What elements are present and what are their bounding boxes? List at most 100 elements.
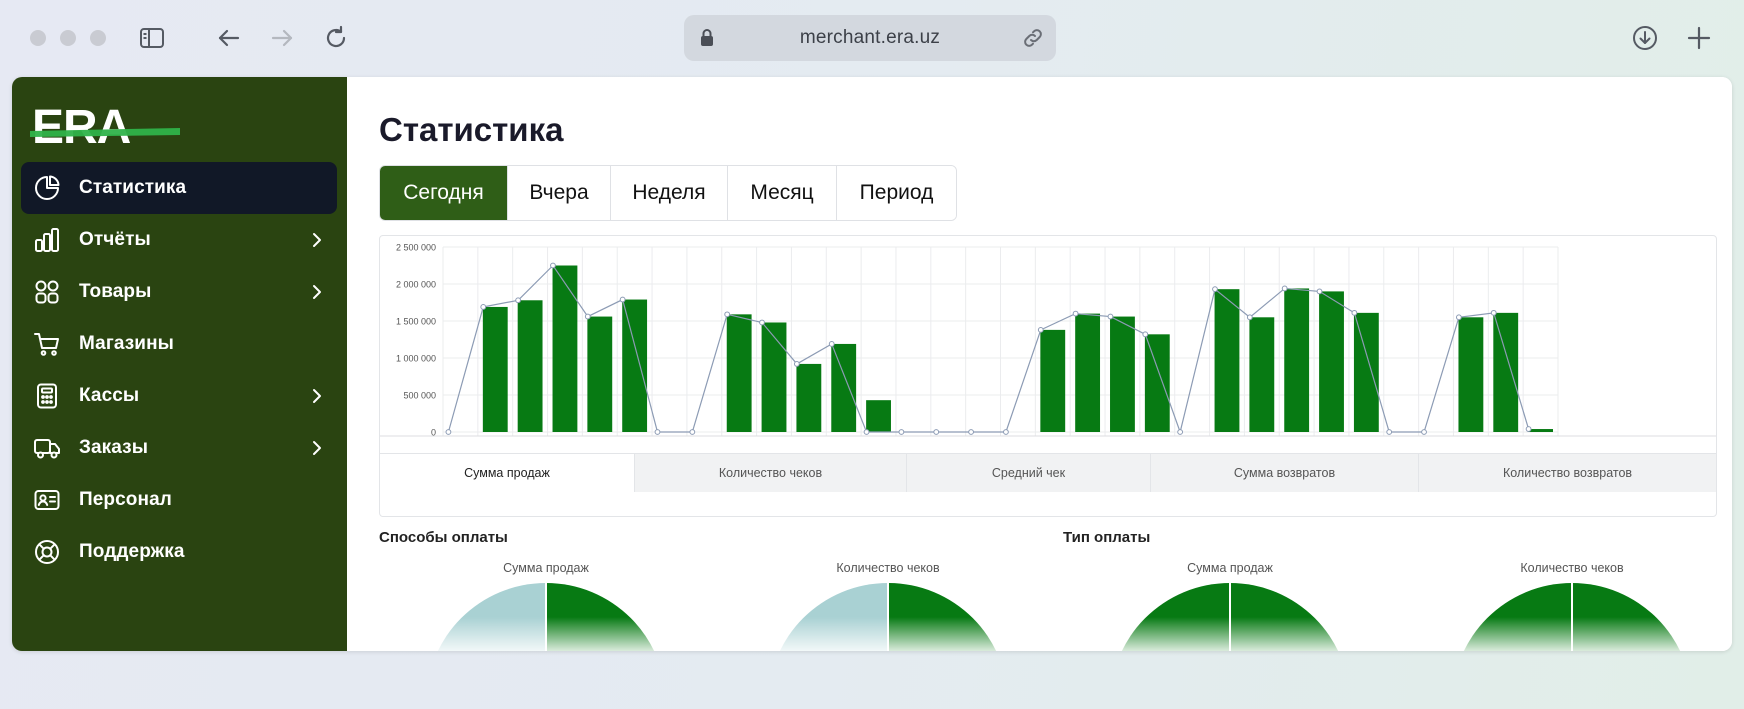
sidebar-item-orders[interactable]: Заказы [21, 422, 337, 474]
forward-arrow-icon[interactable] [266, 22, 298, 54]
chart-point [515, 297, 522, 304]
chart-point [1421, 429, 1427, 435]
page-title: Статистика [379, 111, 564, 148]
pie-slice [546, 583, 655, 651]
window-zoom-button[interactable] [90, 30, 106, 46]
y-tick-label: 500 000 [403, 391, 436, 401]
chart-bar [831, 343, 857, 432]
y-tick-label: 1 000 000 [396, 354, 436, 364]
era-logo: ERA [30, 101, 180, 151]
chevron-right-icon [307, 230, 327, 250]
tab-returns-count[interactable]: Количество возвратов [1419, 454, 1716, 492]
link-icon[interactable] [1022, 27, 1044, 49]
payment-type-receipts-pie [1463, 583, 1681, 651]
chart-bar [1284, 288, 1310, 432]
main-content: Статистика Сегодня Вчера Неделя Месяц Пе… [347, 77, 1732, 651]
logo-text: ERA [32, 101, 131, 151]
window-minimize-button[interactable] [60, 30, 76, 46]
chart-bar [1458, 317, 1484, 432]
chart-bar [622, 299, 648, 432]
chart-bar [726, 314, 752, 432]
chart-bar [1528, 429, 1553, 432]
sidebar-item-statistics[interactable]: Статистика [21, 162, 337, 214]
chart-point [933, 429, 940, 435]
sidebar-item-reports[interactable]: Отчёты [21, 214, 337, 266]
reload-icon[interactable] [320, 22, 352, 54]
sidebar: ERA Статистика Отчёты Товары Магазины Кассы З… [12, 77, 347, 651]
window-close-button[interactable] [30, 30, 46, 46]
chart-point [1455, 314, 1462, 321]
chart-bar [1144, 334, 1170, 432]
tab-today[interactable]: Сегодня [380, 166, 508, 220]
pie-slice [1121, 583, 1230, 651]
tab-average-receipt[interactable]: Средний чек [907, 454, 1151, 492]
sidebar-item-label: Кассы [79, 385, 140, 406]
sidebar-item-staff[interactable]: Персонал [21, 474, 337, 526]
period-tabs: Сегодня Вчера Неделя Месяц Период [379, 165, 957, 221]
chart-bar [796, 363, 822, 432]
tab-period[interactable]: Период [837, 166, 956, 220]
chart-point [863, 429, 870, 435]
url-text: merchant.era.uz [799, 27, 941, 48]
sidebar-item-label: Заказы [79, 437, 149, 458]
sidebar-item-products[interactable]: Товары [21, 266, 337, 318]
pie-slice [1572, 583, 1681, 651]
chart-point [1246, 314, 1253, 321]
chevron-right-icon [307, 438, 327, 458]
chart-bar [552, 265, 578, 432]
chart-bar [517, 300, 543, 432]
chart-point [968, 429, 974, 435]
chart-point [1281, 285, 1288, 292]
chart-bar [1110, 316, 1135, 432]
tab-sales-sum[interactable]: Сумма продаж [380, 454, 635, 492]
tab-week[interactable]: Неделя [611, 166, 728, 220]
tab-month[interactable]: Месяц [728, 166, 837, 220]
y-tick-label: 2 000 000 [396, 280, 436, 290]
download-icon[interactable] [1629, 22, 1661, 54]
chart-point [1142, 331, 1149, 338]
chart-bar [482, 306, 508, 432]
bar-chart-icon [33, 226, 61, 254]
sidebar-item-label: Товары [79, 281, 152, 302]
sidebar-toggle-icon[interactable] [136, 22, 168, 54]
chart-bar [1493, 312, 1519, 432]
pie-slice [779, 583, 888, 651]
tab-returns-sum[interactable]: Сумма возвратов [1151, 454, 1419, 492]
sidebar-item-label: Поддержка [79, 541, 185, 562]
chart-point [1490, 309, 1497, 316]
chart-point [1351, 309, 1358, 316]
lifebuoy-icon [33, 538, 61, 566]
chart-point [1212, 286, 1218, 293]
payment-methods-title: Способы оплаты [379, 529, 508, 546]
new-tab-icon[interactable] [1683, 22, 1715, 54]
chart-bar [1353, 312, 1379, 432]
pie-chart-icon [33, 174, 61, 202]
payment-methods-sales-pie [437, 583, 655, 651]
sidebar-item-label: Отчёты [79, 229, 151, 250]
chart-point [1107, 313, 1114, 320]
sidebar-item-label: Персонал [79, 489, 172, 510]
chart-point [1386, 429, 1393, 435]
payment-methods-receipts-pie [779, 583, 997, 651]
tab-receipts-count[interactable]: Количество чеков [635, 454, 907, 492]
truck-icon [33, 434, 61, 462]
address-bar[interactable]: merchant.era.uz [684, 15, 1056, 61]
chart-point [1072, 310, 1079, 317]
sales-chart: 2 500 000 2 000 000 1 500 000 1 000 000 500 … [380, 243, 1716, 438]
chart-point [1037, 326, 1044, 333]
chart-point [1316, 288, 1323, 295]
chart-bar [587, 316, 613, 432]
id-card-icon [33, 486, 61, 514]
sidebar-item-cash-registers[interactable]: Кассы [21, 370, 337, 422]
chart-point [654, 429, 661, 435]
chart-point [689, 429, 696, 435]
chart-point [759, 319, 765, 326]
tab-yesterday[interactable]: Вчера [508, 166, 611, 220]
y-tick-label: 1 500 000 [396, 317, 436, 327]
sidebar-item-stores[interactable]: Магазины [21, 318, 337, 370]
chart-bar [1214, 289, 1240, 432]
sidebar-item-support[interactable]: Поддержка [21, 526, 337, 578]
chart-point [445, 429, 452, 435]
chart-bar [1040, 329, 1066, 432]
back-arrow-icon[interactable] [213, 22, 245, 54]
